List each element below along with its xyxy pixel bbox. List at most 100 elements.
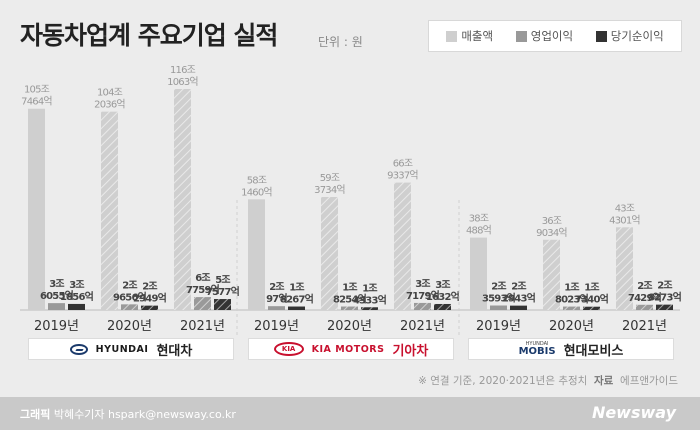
- company-name-kia: 기아차: [392, 343, 429, 359]
- chart-title: 자동차업계 주요기업 실적: [20, 21, 278, 50]
- year-label: 2019년: [34, 319, 79, 334]
- data-label-operating-profit: 2조: [637, 280, 652, 292]
- data-label-net-income: 4333억: [353, 294, 387, 306]
- data-label-revenue: 9034억: [536, 227, 567, 239]
- data-label-revenue: 9337억: [387, 170, 418, 182]
- company-mobis: HYUNDAI MOBIS 현대모비스: [468, 338, 674, 360]
- mobis-logo-text: MOBIS: [518, 345, 556, 357]
- year-label: 2021년: [400, 319, 445, 334]
- mobis-logo-icon: HYUNDAI MOBIS: [519, 342, 556, 356]
- company-kia: KIA KIA MOTORS 기아차: [248, 338, 454, 360]
- year-label: 2020년: [549, 319, 594, 334]
- data-label-net-income: 2조: [657, 280, 672, 292]
- year-label: 2020년: [107, 319, 152, 334]
- bar-hatch-net-income: [361, 307, 378, 310]
- data-label-net-income: 1조: [584, 282, 599, 294]
- bar-hatch-net-income: [656, 304, 673, 310]
- legend-swatch-net-income: [595, 30, 607, 42]
- data-label-revenue: 488억: [466, 225, 491, 237]
- company-name-mobis: 현대모비스: [563, 343, 624, 359]
- year-label: 2021년: [622, 319, 667, 334]
- data-label-operating-profit: 1조: [342, 282, 357, 294]
- data-label-net-income: 3조: [435, 279, 450, 291]
- bar-operating-profit: [268, 306, 285, 310]
- data-label-net-income: 8267억: [280, 294, 314, 306]
- bar-hatch-operating-profit: [636, 304, 653, 310]
- bar-hatch-operating-profit: [414, 302, 431, 310]
- data-label-operating-profit: 2조: [269, 281, 284, 293]
- bar-hatch-operating-profit: [121, 304, 138, 310]
- data-label-operating-profit: 3593억: [482, 293, 516, 305]
- legend-item-revenue: 매출액: [446, 28, 493, 44]
- data-label-operating-profit: 7759억: [186, 284, 220, 296]
- company-hyundai: HYUNDAI 현대차: [28, 338, 234, 360]
- data-label-net-income: 1조: [289, 282, 304, 294]
- bar-chart: 105조7464억3조6055억3조1856억2019년104조2036억2조9…: [20, 65, 682, 335]
- bar-hatch-revenue: [321, 196, 338, 310]
- mobis-logo-small-text: HYUNDAI: [525, 341, 549, 348]
- data-label-operating-profit: 6조: [195, 272, 210, 284]
- bar-hatch-net-income: [583, 306, 600, 310]
- brand-logo: Newsway: [591, 403, 676, 422]
- legend-swatch-revenue: [446, 30, 458, 42]
- bar-revenue: [248, 199, 265, 310]
- data-label-operating-profit: 2조: [122, 279, 137, 291]
- data-label-revenue: 4301억: [609, 214, 640, 226]
- bar-revenue: [28, 108, 45, 310]
- year-label: 2019년: [476, 319, 521, 334]
- kia-logo-text: KIA MOTORS: [311, 343, 385, 355]
- data-label-net-income: 7340억: [575, 294, 609, 306]
- credit: 그래픽 박혜수기자 hspark@newsway.co.kr: [20, 406, 236, 422]
- data-label-net-income: 3조: [69, 279, 84, 291]
- data-label-net-income: 1조: [362, 282, 377, 294]
- bar-operating-profit: [490, 305, 507, 310]
- data-label-operating-profit: 7179억: [406, 290, 440, 302]
- data-label-revenue: 1460억: [241, 186, 272, 198]
- data-label-net-income: 1856억: [60, 291, 94, 303]
- data-label-operating-profit: 3조: [415, 278, 430, 290]
- bar-hatch-revenue: [543, 239, 560, 310]
- bar-hatch-revenue: [174, 89, 191, 310]
- data-label-operating-profit: 3조: [49, 278, 64, 290]
- bar-hatch-revenue: [394, 182, 411, 310]
- bar-net-income: [288, 306, 305, 310]
- source-label: 자료: [594, 375, 614, 387]
- data-label-revenue: 38조: [469, 214, 489, 225]
- data-label-net-income: 8273억: [648, 292, 682, 304]
- year-label: 2021년: [180, 319, 225, 334]
- bar-hatch-net-income: [141, 305, 158, 310]
- bar-hatch-revenue: [616, 227, 633, 310]
- footnote: ※ 연결 기준, 2020·2021년은 추정치 자료 에프앤가이드: [418, 373, 678, 388]
- year-label: 2020년: [327, 319, 372, 334]
- data-label-net-income: 2943억: [502, 293, 536, 305]
- bar-operating-profit: [48, 303, 65, 310]
- footer-bar: 그래픽 박혜수기자 hspark@newsway.co.kr Newsway: [0, 397, 700, 430]
- data-label-operating-profit: 2조: [491, 281, 506, 293]
- data-label-operating-profit: 7429억: [628, 292, 662, 304]
- source-text: 에프앤가이드: [620, 375, 678, 387]
- data-label-net-income: 1632억: [426, 291, 460, 303]
- data-label-revenue: 104조: [97, 88, 123, 99]
- data-label-revenue: 3734억: [314, 184, 345, 196]
- hyundai-logo-text: HYUNDAI: [95, 343, 149, 355]
- data-label-operating-profit: 9656억: [113, 291, 147, 303]
- bar-hatch-net-income: [214, 299, 231, 310]
- bar-hatch-operating-profit: [341, 306, 358, 310]
- unit-label: 단위 : 원: [318, 35, 363, 49]
- bar-hatch-operating-profit: [563, 306, 580, 310]
- data-label-revenue: 105조: [24, 85, 50, 96]
- data-label-net-income: 7577억: [206, 286, 240, 298]
- data-label-operating-profit: 8023억: [555, 294, 589, 306]
- data-label-revenue: 7464억: [21, 96, 52, 108]
- data-label-operating-profit: 97억: [266, 293, 287, 305]
- company-name-hyundai: 현대차: [156, 343, 193, 359]
- legend-label-operating-profit: 영업이익: [530, 29, 574, 43]
- kia-logo-icon: KIA: [273, 342, 304, 356]
- legend: 매출액 영업이익 당기순이익: [428, 20, 682, 52]
- data-label-revenue: 2036억: [94, 99, 125, 111]
- data-label-revenue: 116조: [170, 65, 196, 76]
- legend-item-operating-profit: 영업이익: [515, 28, 574, 44]
- bar-net-income: [68, 303, 85, 310]
- data-label-revenue: 58조: [247, 175, 267, 186]
- bar-net-income: [510, 305, 527, 310]
